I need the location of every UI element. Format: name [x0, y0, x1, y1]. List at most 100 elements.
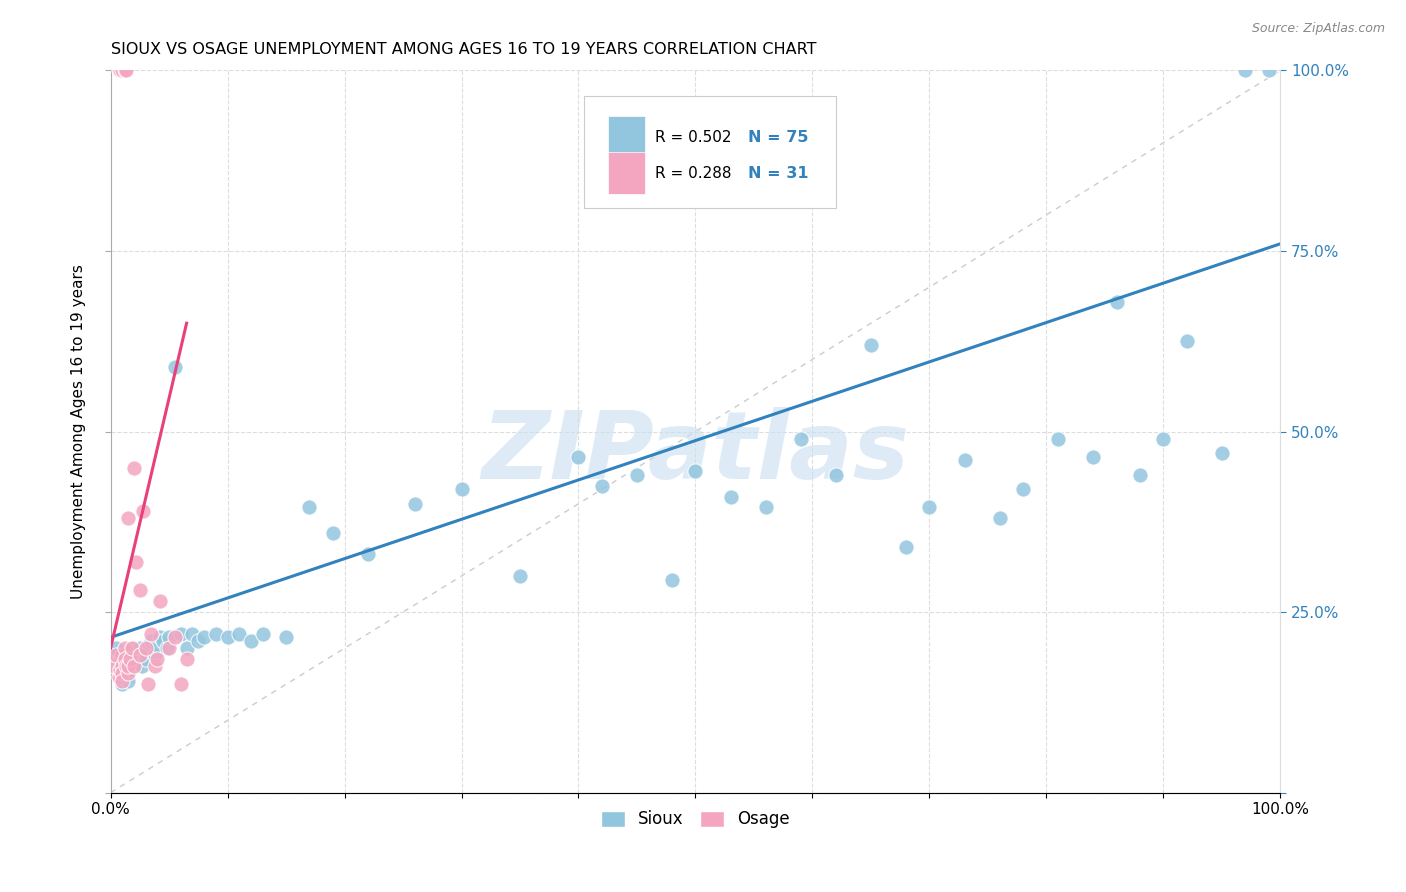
Point: [146, 652, 169, 666]
Text: N = 31: N = 31: [748, 166, 808, 180]
Point: [205, 626, 228, 640]
Point: [626, 467, 648, 482]
Point: [1129, 467, 1152, 482]
Point: [103, 659, 125, 673]
Point: [567, 450, 589, 464]
Point: [1211, 446, 1233, 460]
Point: [114, 659, 136, 673]
Point: [274, 631, 297, 645]
Point: [105, 641, 128, 656]
Text: SIOUX VS OSAGE UNEMPLOYMENT AMONG AGES 16 TO 19 YEARS CORRELATION CHART: SIOUX VS OSAGE UNEMPLOYMENT AMONG AGES 1…: [111, 42, 815, 57]
Point: [141, 634, 163, 648]
Point: [790, 432, 813, 446]
Point: [114, 63, 136, 78]
Point: [141, 626, 163, 640]
Point: [117, 511, 139, 525]
Point: [149, 594, 172, 608]
Point: [152, 634, 174, 648]
Point: [111, 63, 134, 78]
Point: [132, 504, 155, 518]
Point: [121, 641, 143, 656]
Point: [111, 659, 134, 673]
Point: [163, 359, 186, 374]
Point: [111, 666, 134, 681]
Point: [1083, 450, 1105, 464]
Point: [824, 467, 846, 482]
Point: [128, 648, 150, 663]
Point: [176, 641, 198, 656]
Point: [720, 490, 742, 504]
Point: [187, 634, 209, 648]
Point: [591, 479, 613, 493]
Point: [128, 648, 150, 663]
Point: [111, 673, 134, 688]
Point: [135, 652, 157, 666]
Point: [136, 677, 159, 691]
Point: [114, 641, 136, 656]
Point: [131, 659, 153, 673]
Point: [661, 573, 683, 587]
Point: [108, 663, 131, 677]
Point: [122, 656, 145, 670]
Point: [176, 652, 198, 666]
FancyBboxPatch shape: [607, 152, 645, 194]
Point: [170, 677, 193, 691]
Point: [1234, 63, 1257, 78]
Point: [111, 670, 134, 684]
Point: [125, 659, 148, 673]
Point: [125, 555, 148, 569]
Point: [170, 626, 193, 640]
Point: [252, 626, 274, 640]
Point: [404, 497, 426, 511]
Text: N = 75: N = 75: [748, 129, 808, 145]
Point: [128, 583, 150, 598]
Point: [1105, 294, 1128, 309]
Text: Source: ZipAtlas.com: Source: ZipAtlas.com: [1251, 22, 1385, 36]
Point: [163, 631, 186, 645]
Point: [108, 663, 131, 677]
Y-axis label: Unemployment Among Ages 16 to 19 years: Unemployment Among Ages 16 to 19 years: [72, 264, 86, 599]
Point: [121, 659, 143, 673]
Point: [149, 631, 172, 645]
Text: R = 0.502: R = 0.502: [655, 129, 731, 145]
Point: [125, 652, 148, 666]
Point: [122, 460, 145, 475]
Point: [114, 63, 136, 78]
Point: [228, 626, 250, 640]
Point: [143, 648, 166, 663]
Point: [120, 663, 142, 677]
Point: [108, 63, 131, 78]
Point: [107, 63, 129, 78]
Point: [111, 677, 134, 691]
Point: [217, 631, 239, 645]
Point: [450, 483, 472, 497]
Point: [859, 338, 882, 352]
Point: [117, 666, 139, 681]
Point: [509, 569, 531, 583]
Point: [143, 659, 166, 673]
Point: [1012, 483, 1035, 497]
Point: [117, 673, 139, 688]
Point: [157, 631, 180, 645]
Point: [894, 540, 917, 554]
Point: [135, 641, 157, 656]
Point: [107, 670, 129, 684]
Text: R = 0.288: R = 0.288: [655, 166, 731, 180]
Point: [988, 511, 1011, 525]
Point: [114, 652, 136, 666]
Point: [122, 641, 145, 656]
Point: [122, 659, 145, 673]
Point: [1175, 334, 1198, 349]
Point: [111, 648, 134, 663]
Point: [136, 641, 159, 656]
Point: [239, 634, 262, 648]
Point: [120, 652, 142, 666]
Point: [1257, 63, 1279, 78]
Point: [298, 500, 321, 515]
Point: [953, 453, 976, 467]
Point: [156, 641, 179, 656]
Point: [918, 500, 941, 515]
Point: [117, 659, 139, 673]
Point: [114, 663, 136, 677]
Point: [128, 641, 150, 656]
